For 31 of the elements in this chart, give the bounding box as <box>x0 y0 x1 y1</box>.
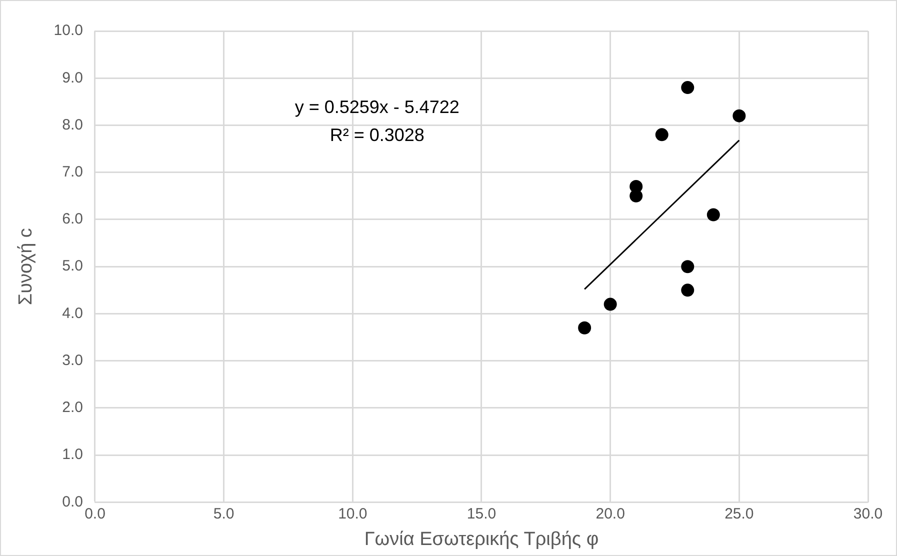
y-axis-title: Συνοχή c <box>16 228 37 306</box>
y-tick-label: 1.0 <box>62 446 83 464</box>
y-tick-label: 7.0 <box>62 164 83 180</box>
point <box>630 189 643 202</box>
x-tick-label: 15.0 <box>466 505 496 522</box>
x-tick-label: 20.0 <box>596 505 625 522</box>
x-tick-label: 5.0 <box>213 505 234 522</box>
y-tick-label: 3.0 <box>62 352 83 369</box>
y-tick-label: 6.0 <box>62 210 83 228</box>
y-tick-label: 8.0 <box>62 116 83 134</box>
annotation: y = 0.5259x - 5.4722 <box>294 96 460 117</box>
x-tick-label: 25.0 <box>724 505 754 522</box>
y-tick-label: 10.0 <box>54 22 83 40</box>
y-tick-label: 9.0 <box>62 69 83 86</box>
y-tick-label: 0.0 <box>62 493 83 510</box>
point <box>578 321 592 334</box>
y-tick-label: 5.0 <box>62 258 83 275</box>
point <box>681 81 694 94</box>
x-tick-label: 10.0 <box>338 505 368 522</box>
point <box>681 260 694 274</box>
x-tick-label: 0.0 <box>84 505 106 522</box>
y-tick-label: 2.0 <box>62 399 83 416</box>
point <box>681 284 694 297</box>
point <box>732 109 746 122</box>
point <box>706 208 720 222</box>
x-tick-label: 30.0 <box>853 505 883 522</box>
x-axis-title: Γωνία Εσωτερικής Τριβής φ <box>364 528 599 550</box>
y-tick-label: 4.0 <box>62 304 83 322</box>
point <box>604 298 617 311</box>
point <box>655 128 668 142</box>
annotation: R² = 0.3028 <box>330 125 424 146</box>
